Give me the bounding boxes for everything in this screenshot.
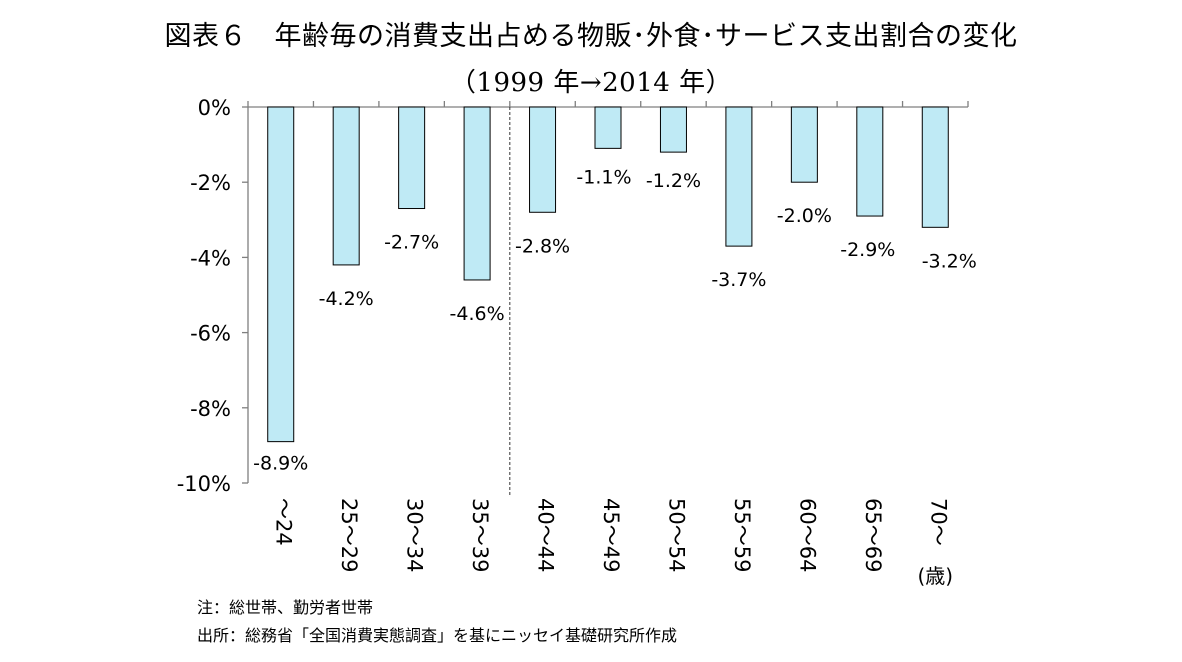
category-label: 70～	[926, 498, 950, 546]
category-label: 35～39	[468, 498, 492, 572]
chart-title: 図表６ 年齢毎の消費支出占める物販･外食･サービス支出割合の変化	[164, 21, 1018, 52]
data-label: -1.2%	[646, 170, 701, 192]
bar	[659, 106, 687, 153]
x-unit-label: (歳)	[917, 564, 953, 588]
data-label: -2.7%	[384, 232, 439, 254]
category-label: 55～59	[730, 498, 754, 572]
y-tick-label: -4%	[190, 246, 231, 270]
y-tick-label: -6%	[190, 322, 231, 346]
bar	[267, 106, 295, 443]
category-label: ～24	[272, 498, 296, 546]
data-label: -3.7%	[711, 269, 766, 291]
bar	[856, 106, 884, 217]
category-label: 65～69	[861, 498, 885, 572]
bar	[921, 106, 949, 228]
data-label: -2.9%	[840, 239, 895, 261]
category-label: 30～34	[403, 498, 427, 572]
chart-source: 出所：総務省「全国消費実態調査」を基にニッセイ基礎研究所作成	[197, 626, 678, 645]
bar	[725, 106, 753, 247]
data-label: -2.0%	[777, 205, 832, 227]
chart-subtitle: （1999 年→2014 年）	[449, 68, 733, 98]
category-label: 60～64	[795, 498, 819, 572]
data-label: -8.9%	[253, 453, 308, 475]
category-label: 25～29	[337, 498, 361, 572]
bar	[398, 106, 426, 210]
y-tick-label: 0%	[198, 96, 231, 120]
category-label: 40～44	[534, 498, 558, 572]
y-tick-label: -2%	[190, 171, 231, 195]
data-label: -4.2%	[319, 288, 374, 310]
bar	[463, 106, 491, 281]
data-label: -4.6%	[450, 303, 505, 325]
category-label: 45～49	[599, 498, 623, 572]
bar	[529, 106, 557, 213]
data-label: -3.2%	[922, 250, 977, 272]
y-tick-label: -8%	[190, 397, 231, 421]
category-label: 50～54	[664, 498, 688, 572]
chart-note: 注：総世帯、勤労者世帯	[197, 598, 374, 617]
bar	[790, 106, 818, 183]
data-label: -2.8%	[515, 235, 570, 257]
bar	[594, 106, 622, 149]
data-label: -1.1%	[576, 166, 631, 188]
bar	[332, 106, 360, 266]
y-tick-label: -10%	[177, 472, 231, 496]
